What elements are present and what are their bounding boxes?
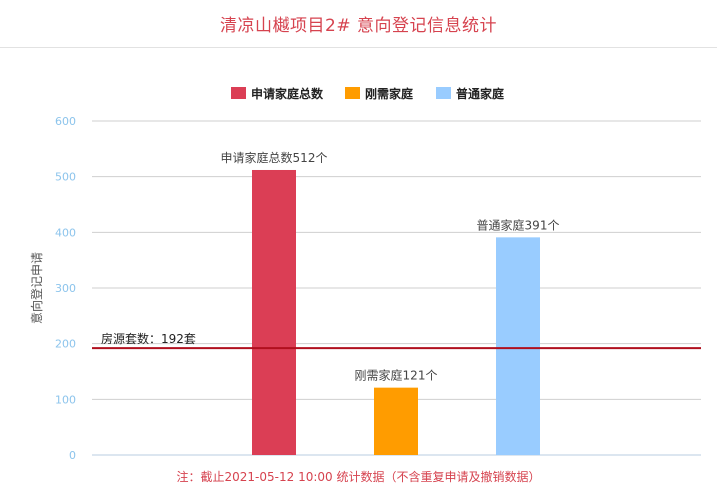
bar (252, 169, 296, 455)
header-bar: 清凉山樾项目2# 意向登记信息统计 (0, 0, 717, 48)
legend-swatch (345, 87, 360, 99)
legend-label: 普通家庭 (456, 86, 504, 101)
page-title: 清凉山樾项目2# 意向登记信息统计 (220, 16, 497, 36)
y-tick-label: 0 (69, 449, 76, 462)
y-tick-label: 200 (55, 338, 76, 351)
y-axis: 0 100 200 300 400 500 600 (55, 115, 76, 462)
footnote: 注：截止2021-05-12 10:00 统计数据（不含重复申请及撤销数据） (176, 470, 541, 484)
legend-swatch (436, 87, 451, 99)
y-tick-label: 600 (55, 115, 76, 128)
bar-data-label: 申请家庭总数512个 (221, 150, 328, 165)
bar (496, 237, 540, 455)
reference-line-group: 房源套数：192套 (92, 331, 701, 350)
legend: 申请家庭总数 刚需家庭 普通家庭 (231, 86, 504, 101)
y-tick-label: 300 (55, 282, 76, 295)
legend-label: 刚需家庭 (365, 86, 413, 101)
y-tick-label: 500 (55, 171, 76, 184)
y-tick-label: 100 (55, 393, 76, 406)
bar-data-label: 普通家庭391个 (477, 217, 560, 232)
bar (374, 387, 418, 455)
reference-line-label: 房源套数：192套 (101, 331, 196, 346)
y-tick-label: 400 (55, 226, 76, 239)
bar-data-label: 刚需家庭121个 (355, 368, 438, 383)
legend-swatch (231, 87, 246, 99)
y-axis-label: 意向登记申请 (29, 252, 44, 324)
legend-label: 申请家庭总数 (251, 86, 324, 101)
gridlines (92, 120, 701, 456)
